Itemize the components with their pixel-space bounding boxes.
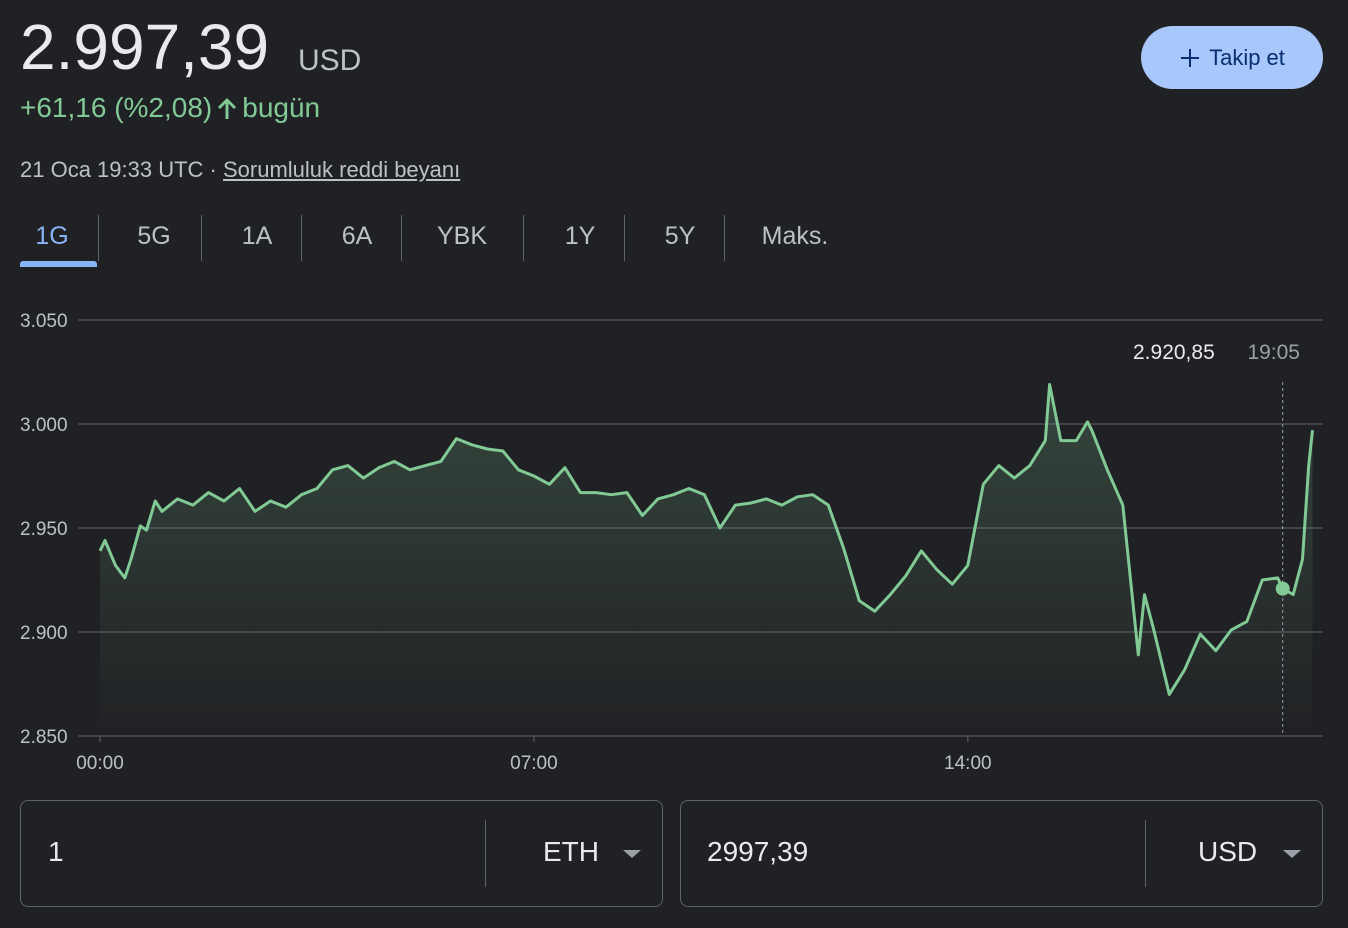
up-arrow <box>218 98 237 119</box>
tab-divider <box>624 215 625 261</box>
currency: USD <box>298 44 362 77</box>
follow-label: Takip et <box>1209 44 1285 70</box>
converter-from[interactable] <box>20 800 663 907</box>
price-line <box>98 383 1314 696</box>
range-tab[interactable]: 1G <box>35 222 69 250</box>
tooltip-time: 19:05 <box>1247 341 1300 364</box>
tooltip-value: 2.920,85 <box>1133 341 1215 364</box>
y-tick-label: 3.050 <box>20 311 68 332</box>
tab-divider <box>201 215 202 261</box>
from-amount[interactable]: 1 <box>48 836 64 867</box>
range-tab[interactable]: 5G <box>137 222 171 250</box>
change-value: +61,16 (%2,08) <box>20 92 213 123</box>
follow-button[interactable]: Takip et <box>1141 26 1323 89</box>
tab-divider <box>724 215 725 261</box>
y-tick-label: 2.850 <box>20 727 68 748</box>
to-currency[interactable]: USD <box>1198 836 1258 867</box>
price: 2.997,39 <box>20 11 270 83</box>
tab-divider <box>98 215 99 261</box>
x-tick-label: 07:00 <box>510 753 558 774</box>
dropdown-arrow <box>1283 850 1301 858</box>
change-period: bugün <box>242 92 321 123</box>
dropdown-arrow <box>623 850 641 858</box>
from-currency[interactable]: ETH <box>543 836 599 867</box>
y-tick-label: 2.900 <box>20 623 68 644</box>
range-tab[interactable]: 5Y <box>664 222 696 250</box>
plus-icon <box>1181 48 1200 67</box>
tab-divider <box>401 215 402 261</box>
area <box>100 384 1313 736</box>
divider <box>485 820 486 887</box>
timestamp-line: 21 Oca 19:33 UTC · Sorumluluk reddi beya… <box>20 157 460 183</box>
disclaimer-link[interactable]: Sorumluluk reddi beyanı <box>223 157 461 182</box>
divider <box>1145 820 1146 887</box>
timestamp: 21 Oca 19:33 UTC · <box>20 157 217 182</box>
hover-point <box>1275 581 1290 596</box>
x-tick-label: 00:00 <box>76 753 124 774</box>
range-tab[interactable]: YBK <box>436 222 488 250</box>
tab-divider <box>301 215 302 261</box>
chart: 2.850 2.900 2.950 3.000 3.050 00:00 07:00 14:00… <box>20 311 1323 774</box>
to-amount[interactable]: 2997,39 <box>707 836 809 867</box>
range-tab[interactable]: 1Y <box>564 222 596 250</box>
change: +61,16 (%2,08) bugün <box>20 92 320 124</box>
converter-to[interactable] <box>680 800 1323 907</box>
active-indicator <box>20 261 97 267</box>
y-tick-label: 3.000 <box>20 415 68 436</box>
range-tab[interactable]: 6A <box>341 222 373 250</box>
tab-divider <box>523 215 524 261</box>
range-tab[interactable]: 1A <box>241 222 273 250</box>
x-tick-label: 14:00 <box>944 753 992 774</box>
range-tab[interactable]: Maks. <box>761 222 829 250</box>
tooltip-box <box>1118 332 1318 376</box>
y-tick-label: 2.950 <box>20 519 68 540</box>
